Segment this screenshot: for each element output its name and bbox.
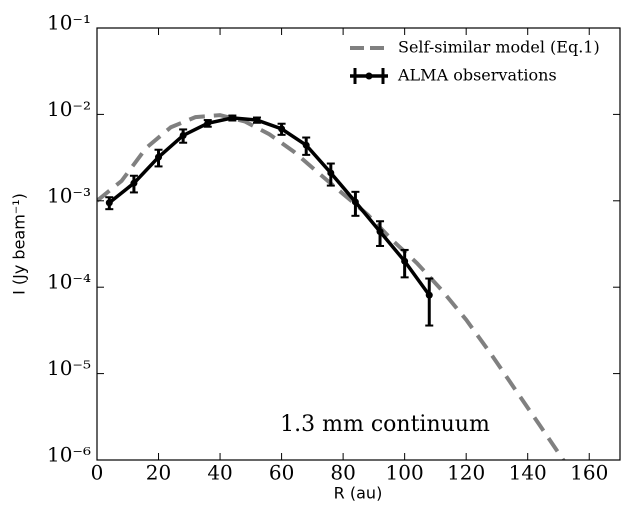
data-point (155, 153, 163, 161)
data-point (228, 114, 236, 122)
data-point (351, 198, 359, 206)
x-tick-label: 80 (330, 461, 355, 485)
data-point (401, 257, 409, 265)
x-tick-label: 120 (447, 461, 485, 485)
data-point (278, 125, 286, 133)
data-point (105, 199, 113, 207)
plot-area (97, 113, 566, 460)
data-line (108, 116, 431, 297)
data-point (204, 119, 212, 127)
y-axis-label: I (Jy beam⁻¹) (10, 193, 29, 295)
x-tick-label: 20 (146, 461, 171, 485)
y-tick-label: 10⁻⁶ (47, 443, 91, 467)
x-tick-label: 160 (570, 461, 608, 485)
y-tick-label: 10⁻⁴ (47, 270, 91, 294)
x-tick-label: 0 (91, 461, 104, 485)
y-tick-label: 10⁻¹ (47, 11, 91, 35)
y-tick-label: 10⁻³ (47, 183, 91, 207)
data-point (425, 291, 433, 299)
data-point (327, 169, 335, 177)
data-point (376, 228, 384, 236)
data-point (130, 179, 138, 187)
x-tick-label: 40 (207, 461, 232, 485)
x-tick-label: 140 (509, 461, 547, 485)
legend-swatch (365, 72, 373, 80)
x-tick-label: 100 (386, 461, 424, 485)
data-point (302, 141, 310, 149)
annotation: 1.3 mm continuum (280, 412, 490, 437)
y-tick-label: 10⁻² (47, 97, 91, 121)
data-point (179, 131, 187, 139)
y-tick-label: 10⁻⁵ (47, 356, 91, 380)
x-axis-label: R (au) (334, 484, 383, 503)
data-point (253, 116, 261, 124)
legend-label: ALMA observations (397, 66, 557, 85)
x-tick-label: 60 (269, 461, 294, 485)
axes-frame (96, 27, 621, 461)
legend-label: Self-similar model (Eq.1) (398, 38, 600, 57)
